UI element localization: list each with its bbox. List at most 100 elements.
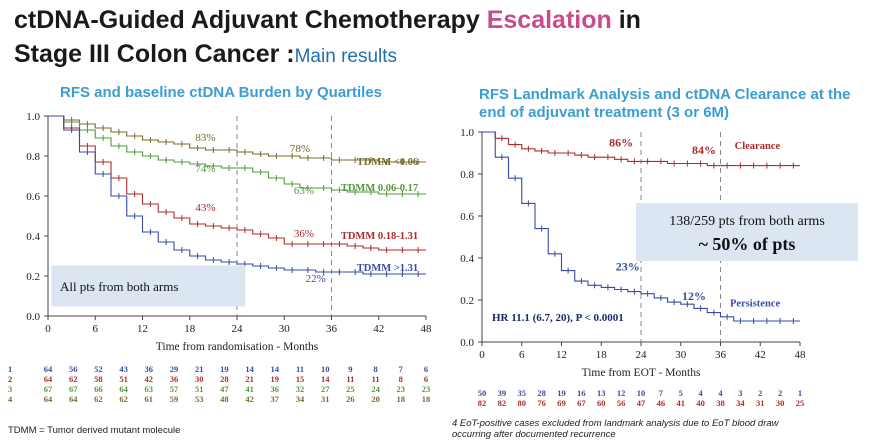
risk-cell: 76 — [537, 398, 546, 408]
y-tick-label: 0.8 — [460, 169, 474, 181]
curve-legend-label: TDMM 0.06-0.17 — [341, 183, 418, 194]
risk-cell: 53 — [195, 394, 204, 404]
km-curve-tdmm-0-18-1-31 — [48, 115, 426, 251]
x-tick-label: 42 — [373, 323, 384, 335]
risk-cell: 50 — [478, 388, 487, 398]
footnote-right-line1: 4 EoT-positive cases excluded from landm… — [452, 418, 779, 429]
curve-legend-label: Clearance — [735, 141, 781, 152]
risk-cell: 67 — [69, 384, 78, 394]
footnote-right: 4 EoT-positive cases excluded from landm… — [452, 418, 779, 440]
km-curve-tdmm-1-31 — [48, 115, 426, 275]
risk-cell: 16 — [577, 388, 586, 398]
risk-cell: 28 — [220, 374, 229, 384]
y-tick-label: 0.6 — [460, 211, 474, 223]
risk-cell: 11 — [346, 374, 354, 384]
risk-cell: 62 — [94, 394, 103, 404]
risk-cell: 19 — [271, 374, 280, 384]
risk-cell: 51 — [119, 374, 128, 384]
risk-cell: 36 — [145, 364, 154, 374]
risk-cell: 7 — [659, 388, 664, 398]
km-curve-persistence — [482, 131, 800, 322]
slide-title-line1: ctDNA-Guided Adjuvant Chemotherapy Escal… — [14, 6, 641, 35]
footnote-right-line2: occurring after documented recurrence — [452, 429, 616, 440]
risk-cell: 25 — [796, 398, 805, 408]
risk-row-label: 1 — [8, 364, 12, 374]
x-tick-label: 36 — [715, 349, 727, 361]
rfs-percent-label: 23% — [616, 260, 640, 274]
rfs-percent-label: 83% — [195, 132, 215, 144]
risk-cell: 10 — [637, 388, 646, 398]
rfs-percent-label: 74% — [195, 163, 215, 175]
risk-cell: 35 — [518, 388, 527, 398]
risk-cell: 26 — [346, 394, 355, 404]
risk-cell: 14 — [245, 364, 254, 374]
risk-cell: 5 — [679, 388, 683, 398]
title-accent: Escalation — [486, 6, 612, 34]
risk-cell: 64 — [69, 394, 78, 404]
x-tick-label: 0 — [479, 349, 485, 361]
risk-cell: 14 — [271, 364, 280, 374]
y-tick-label: 0.2 — [26, 271, 40, 283]
left-panel-title: RFS and baseline ctDNA Burden by Quartil… — [60, 84, 383, 101]
y-tick-label: 0.2 — [460, 295, 474, 307]
risk-cell: 56 — [617, 398, 626, 408]
risk-cell: 64 — [119, 384, 128, 394]
risk-cell: 28 — [537, 388, 546, 398]
risk-cell: 21 — [245, 374, 254, 384]
risk-cell: 39 — [498, 388, 507, 398]
risk-cell: 37 — [271, 394, 280, 404]
x-axis-label: Time from EOT - Months — [582, 367, 701, 379]
callout-line1: 138/259 pts from both arms — [669, 214, 825, 229]
risk-row-label: 4 — [8, 394, 13, 404]
risk-cell: 47 — [220, 384, 229, 394]
title-subtitle: Main results — [294, 46, 398, 67]
risk-cell: 34 — [296, 394, 305, 404]
risk-cell: 34 — [736, 398, 745, 408]
risk-cell: 19 — [220, 364, 229, 374]
risk-cell: 52 — [94, 364, 103, 374]
risk-cell: 67 — [44, 384, 53, 394]
risk-cell: 41 — [677, 398, 686, 408]
risk-cell: 10 — [321, 364, 330, 374]
x-tick-label: 12 — [137, 323, 148, 335]
risk-cell: 18 — [422, 394, 431, 404]
risk-cell: 21 — [195, 364, 204, 374]
risk-cell: 64 — [44, 394, 53, 404]
title-suffix: in — [611, 6, 641, 34]
risk-cell: 9 — [348, 364, 352, 374]
risk-cell: 42 — [245, 394, 254, 404]
risk-cell: 6 — [424, 364, 428, 374]
risk-cell: 18 — [397, 394, 406, 404]
right-panel-title: RFS Landmark Analysis and ctDNA Clearanc… — [479, 86, 851, 121]
rfs-percent-label: 12% — [682, 289, 706, 303]
curve-legend-label: Persistence — [730, 298, 780, 309]
risk-cell: 36 — [170, 374, 179, 384]
risk-cell: 29 — [170, 364, 179, 374]
risk-cell: 69 — [557, 398, 566, 408]
y-tick-label: 0.6 — [26, 191, 40, 203]
y-tick-label: 0.8 — [26, 151, 40, 163]
footnote-left: TDMM = Tumor derived mutant molecule — [8, 425, 181, 436]
risk-cell: 27 — [321, 384, 330, 394]
x-tick-label: 48 — [421, 323, 433, 335]
risk-cell: 15 — [296, 374, 305, 384]
risk-cell: 7 — [399, 364, 404, 374]
risk-cell: 38 — [716, 398, 725, 408]
x-tick-label: 48 — [795, 349, 807, 361]
risk-cell: 57 — [170, 384, 179, 394]
risk-cell: 19 — [557, 388, 566, 398]
risk-cell: 2 — [758, 388, 762, 398]
risk-cell: 23 — [397, 384, 406, 394]
title-line2-main: Stage III Colon Cancer : — [14, 40, 295, 68]
annotation-box — [51, 265, 246, 307]
risk-cell: 42 — [145, 374, 154, 384]
risk-cell: 82 — [498, 398, 507, 408]
rfs-percent-label: 78% — [290, 143, 310, 155]
risk-cell: 67 — [577, 398, 586, 408]
risk-cell: 8 — [399, 374, 403, 384]
risk-cell: 1 — [798, 388, 802, 398]
title-prefix: ctDNA-Guided Adjuvant Chemotherapy — [14, 6, 487, 34]
risk-cell: 63 — [145, 384, 154, 394]
risk-cell: 31 — [321, 394, 330, 404]
